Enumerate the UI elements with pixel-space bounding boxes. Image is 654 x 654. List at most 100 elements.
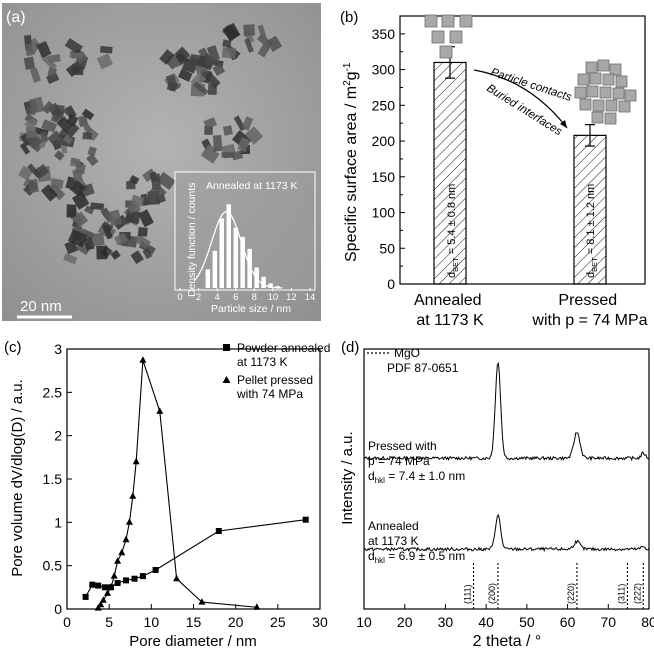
tem-particle bbox=[107, 209, 123, 227]
tem-particle bbox=[156, 171, 176, 190]
tem-particle bbox=[257, 43, 271, 58]
tem-particle bbox=[159, 49, 175, 65]
b-ytick-label: 100 bbox=[372, 205, 396, 221]
c-legend-marker-square bbox=[223, 344, 230, 351]
c-ytick-label: 3 bbox=[54, 341, 62, 357]
tem-particle bbox=[56, 116, 73, 133]
tem-particle bbox=[41, 100, 55, 115]
tem-particle bbox=[243, 24, 256, 36]
panel-d-xrd-chart: (d) 10 20 30 40 50 60 70 80 (111) (200) (220) (311… bbox=[339, 339, 654, 650]
c-point-triangle bbox=[129, 492, 137, 499]
tem-particle bbox=[47, 66, 57, 78]
tem-particle bbox=[222, 39, 232, 48]
c-point-square bbox=[123, 577, 129, 584]
inset-annotation: Annealed at 1173 K bbox=[206, 180, 297, 192]
tem-particle bbox=[64, 37, 83, 55]
tem-particle bbox=[114, 232, 129, 246]
d-series bbox=[363, 361, 650, 553]
inset-xtick-label: 14 bbox=[305, 292, 316, 303]
c-ytick-label: 1 bbox=[54, 514, 62, 530]
tem-particle bbox=[149, 183, 167, 201]
tem-particle bbox=[90, 202, 105, 211]
c-point-square bbox=[114, 580, 121, 586]
inset-bar bbox=[219, 218, 224, 289]
tem-particle bbox=[92, 232, 105, 247]
tem-particle bbox=[28, 96, 45, 114]
d-xtick-label: 20 bbox=[397, 614, 413, 630]
c-xtick-label: 5 bbox=[105, 614, 113, 630]
tem-particle bbox=[62, 134, 73, 145]
d-series-label-1-line1: Pressed with bbox=[368, 439, 437, 453]
panel-label-d: (d) bbox=[341, 339, 359, 356]
b-ylabel-sup1: 2 bbox=[342, 80, 353, 86]
tem-particle bbox=[221, 152, 235, 158]
b-bar-label-1-pre: d bbox=[446, 272, 458, 278]
d-series-label-2: Annealed at 1173 K bbox=[368, 519, 422, 548]
inset-xtick-label: 8 bbox=[252, 292, 257, 303]
d-xtick-label: 40 bbox=[478, 614, 494, 630]
inset-xtick-label: 10 bbox=[268, 292, 279, 303]
c-xtick-label: 0 bbox=[63, 614, 71, 630]
tem-particle bbox=[40, 184, 58, 202]
d-legend-label-1: MgO bbox=[394, 346, 420, 360]
c-legend-marker-triangle bbox=[222, 376, 231, 383]
c-xtick-label: 25 bbox=[270, 614, 286, 630]
tem-particle bbox=[110, 249, 121, 260]
b-ytick-label: 250 bbox=[372, 97, 396, 113]
b-bar-label-2-sub: BET bbox=[590, 257, 599, 272]
d-pattern-line bbox=[363, 361, 650, 462]
d-series-label-1: Pressed with p = 74 MPa bbox=[368, 439, 440, 468]
b-bar bbox=[573, 134, 607, 285]
d-legend-label-2: PDF 87-0651 bbox=[387, 361, 459, 375]
c-point-square bbox=[89, 581, 96, 588]
tem-particle bbox=[237, 137, 250, 153]
inset-bar bbox=[261, 276, 266, 288]
c-legend-label-1-line2: at 1173 K bbox=[237, 355, 287, 369]
d-size-2-pre: d bbox=[368, 549, 375, 563]
inset-bar bbox=[240, 236, 245, 288]
tem-particle bbox=[96, 245, 108, 260]
tem-particles bbox=[18, 22, 283, 265]
d-xtick-label: 60 bbox=[560, 614, 576, 630]
tem-particle bbox=[193, 81, 209, 96]
c-xlabel: Pore diameter / nm bbox=[129, 633, 257, 650]
tem-particle bbox=[212, 63, 226, 76]
d-size-2-post: = 6.9 ± 0.5 nm bbox=[385, 549, 465, 563]
b-category-1-line1: Annealed bbox=[414, 292, 482, 309]
c-point-square bbox=[131, 575, 138, 582]
tem-particle bbox=[74, 163, 86, 175]
tem-particle bbox=[125, 200, 136, 208]
panel-a-tem-image: (a) 20 nm Annealed at 1173 K 0 2 4 6 8 10 12 14… bbox=[2, 3, 321, 321]
tem-particle bbox=[30, 67, 41, 83]
tem-particle bbox=[86, 153, 99, 167]
c-xtick-label: 20 bbox=[228, 614, 244, 630]
inset-frame bbox=[174, 171, 316, 291]
c-point-triangle bbox=[139, 356, 147, 363]
tem-particle bbox=[126, 180, 136, 190]
tem-particle bbox=[25, 126, 37, 139]
c-legend-label-1-line1: Powder annealed bbox=[237, 341, 330, 355]
panel-label-c: (c) bbox=[4, 339, 22, 356]
b-yticks: 0 50 100 150 200 250 300 350 bbox=[372, 26, 405, 292]
b-annotation-arrow bbox=[473, 69, 568, 129]
tem-particle bbox=[142, 168, 157, 183]
inset-histogram: Annealed at 1173 K 0 2 4 6 8 10 12 14 Particle … bbox=[174, 171, 316, 315]
tem-particle bbox=[257, 24, 267, 39]
tem-particle bbox=[202, 52, 215, 66]
d-size-1-post: = 7.4 ± 1.0 nm bbox=[385, 469, 465, 483]
c-point-triangle bbox=[114, 557, 122, 564]
c-xtick-label: 30 bbox=[312, 614, 328, 630]
tem-particle bbox=[266, 35, 283, 52]
tem-particle bbox=[222, 125, 233, 136]
c-point-triangle bbox=[118, 548, 126, 556]
c-ylabel: Pore volume dV/dlog(D) / a.u. bbox=[9, 379, 26, 577]
tem-particle bbox=[24, 43, 34, 57]
tem-particle bbox=[72, 211, 89, 228]
c-point-square bbox=[101, 584, 108, 591]
c-point-triangle bbox=[99, 596, 107, 603]
c-legend: Powder annealed at 1173 K Pellet pressed… bbox=[222, 341, 330, 401]
inset-bar bbox=[205, 269, 211, 288]
inset-xtick-label: 6 bbox=[233, 292, 238, 303]
b-bar bbox=[433, 61, 467, 285]
d-xlabel: 2 theta / ° bbox=[473, 633, 542, 650]
